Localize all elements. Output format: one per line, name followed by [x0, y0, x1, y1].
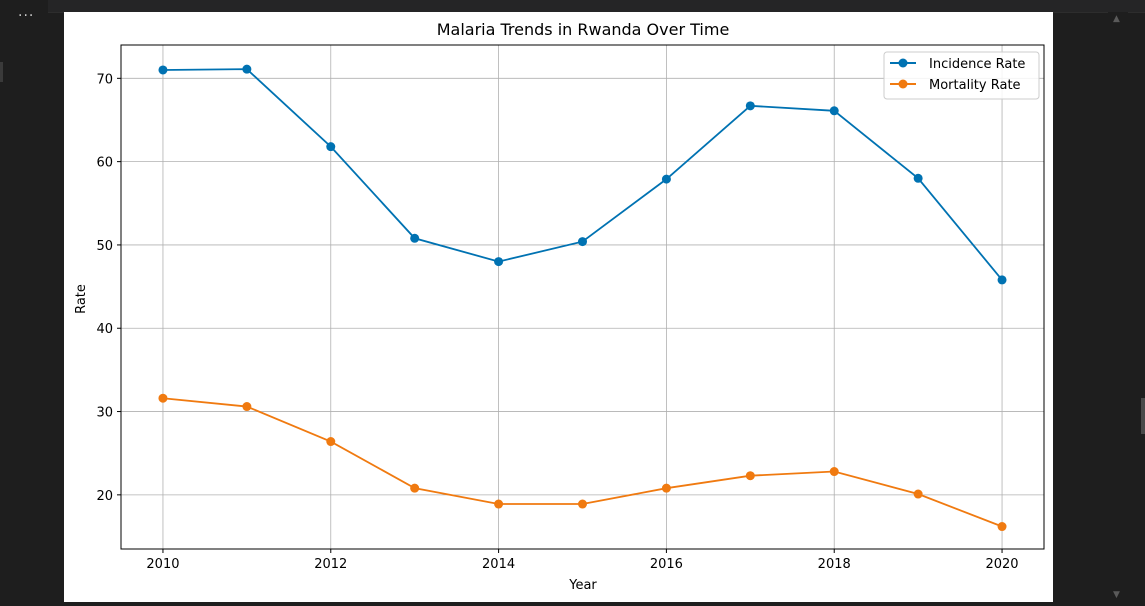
legend-marker-incidence	[898, 58, 908, 68]
grid-lines	[121, 45, 1044, 549]
scrollbar-thumb[interactable]	[1141, 398, 1145, 434]
y-tick-label: 60	[96, 156, 113, 171]
x-tick-label: 2012	[314, 557, 347, 572]
incidence-rate-point	[745, 101, 755, 111]
y-tick-label: 40	[96, 322, 113, 337]
incidence-rate-point	[326, 142, 336, 152]
series	[158, 64, 1007, 532]
incidence-rate-point	[242, 64, 252, 74]
incidence-rate-point	[829, 106, 839, 116]
line-chart: 2010 2012 2014 2016 2018 2020 20 30 40 50 60 70 Ma…	[74, 20, 1045, 593]
mortality-rate-point	[578, 499, 587, 509]
mortality-rate-point	[997, 522, 1007, 532]
legend-label-mortality: Mortality Rate	[929, 78, 1021, 93]
chart-title: Malaria Trends in Rwanda Over Time	[437, 20, 730, 39]
y-tick-label: 30	[96, 406, 113, 421]
x-tick-label: 2010	[146, 557, 179, 572]
incidence-rate-point	[997, 275, 1007, 285]
y-axis-label: Rate	[74, 284, 89, 314]
x-axis-label: Year	[568, 578, 597, 593]
incidence-rate-point	[578, 237, 587, 247]
x-tick-label: 2020	[985, 557, 1018, 572]
mortality-rate-point	[913, 489, 923, 499]
incidence-rate-point	[494, 257, 504, 267]
mortality-rate-point	[242, 402, 252, 412]
mortality-rate-point	[745, 471, 755, 481]
legend-marker-mortality	[898, 79, 908, 89]
scroll-up-icon[interactable]: ▲	[1113, 14, 1120, 24]
y-ticks: 20 30 40 50 60 70	[96, 72, 121, 504]
mortality-rate-point	[829, 467, 839, 477]
incidence-rate-point	[661, 174, 671, 184]
mortality-rate-point	[410, 483, 420, 493]
legend: Incidence Rate Mortality Rate	[883, 51, 1040, 100]
axes-frame	[120, 44, 1045, 550]
incidence-rate-point	[158, 65, 168, 75]
mortality-rate-point	[661, 483, 671, 493]
x-tick-label: 2016	[650, 557, 683, 572]
mortality-rate-point	[494, 499, 504, 509]
y-tick-label: 70	[96, 72, 113, 87]
scroll-down-icon[interactable]: ▼	[1113, 590, 1120, 600]
y-tick-label: 50	[96, 239, 113, 254]
gutter-marker	[0, 62, 3, 82]
incidence-rate-point	[913, 173, 923, 183]
x-tick-label: 2014	[482, 557, 515, 572]
more-actions-button[interactable]: ···	[18, 8, 35, 24]
incidence-rate-point	[410, 233, 420, 243]
mortality-rate-point	[326, 437, 336, 447]
y-tick-label: 20	[96, 489, 113, 504]
x-tick-label: 2018	[818, 557, 851, 572]
x-ticks: 2010 2012 2014 2016 2018 2020	[146, 549, 1019, 572]
legend-box	[883, 51, 1040, 100]
mortality-rate-point	[158, 393, 168, 403]
output-scrollbar[interactable]	[1108, 12, 1128, 602]
legend-label-incidence: Incidence Rate	[929, 57, 1025, 72]
plot-output: 2010 2012 2014 2016 2018 2020 20 30 40 50 60 70 Ma…	[64, 12, 1053, 602]
incidence-rate-line	[162, 68, 1003, 281]
